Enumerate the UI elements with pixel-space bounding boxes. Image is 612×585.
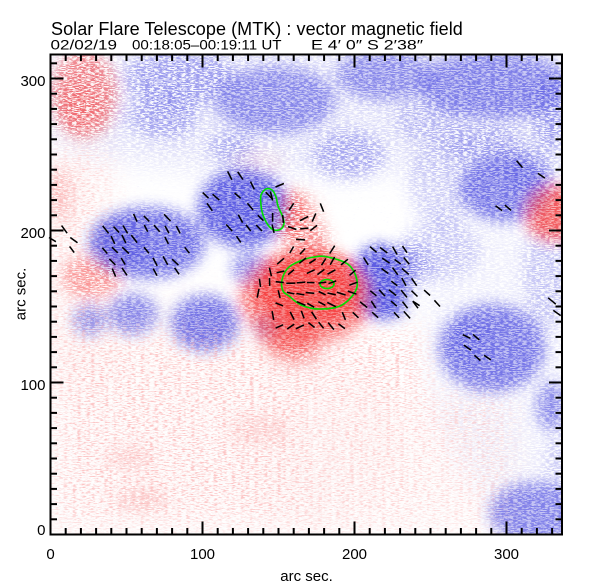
svg-text:0: 0 [37,522,45,539]
svg-text:100: 100 [20,377,45,394]
svg-text:300: 300 [494,546,519,563]
svg-text:Solar Flare Telescope (MTK) :: Solar Flare Telescope (MTK) : vector mag… [51,19,463,39]
svg-text:200: 200 [20,225,45,242]
svg-text:100: 100 [190,546,215,563]
svg-text:200: 200 [342,546,367,563]
svg-text:E 4′ 0″ S 2′38″: E 4′ 0″ S 2′38″ [311,37,423,53]
svg-text:300: 300 [20,73,45,90]
svg-text:02/02/19: 02/02/19 [51,37,118,53]
svg-text:00:18:05–00:19:11 UT: 00:18:05–00:19:11 UT [132,37,282,53]
svg-text:arc sec.: arc sec. [280,568,333,585]
svg-text:arc sec.: arc sec. [13,268,30,321]
svg-text:0: 0 [46,546,54,563]
